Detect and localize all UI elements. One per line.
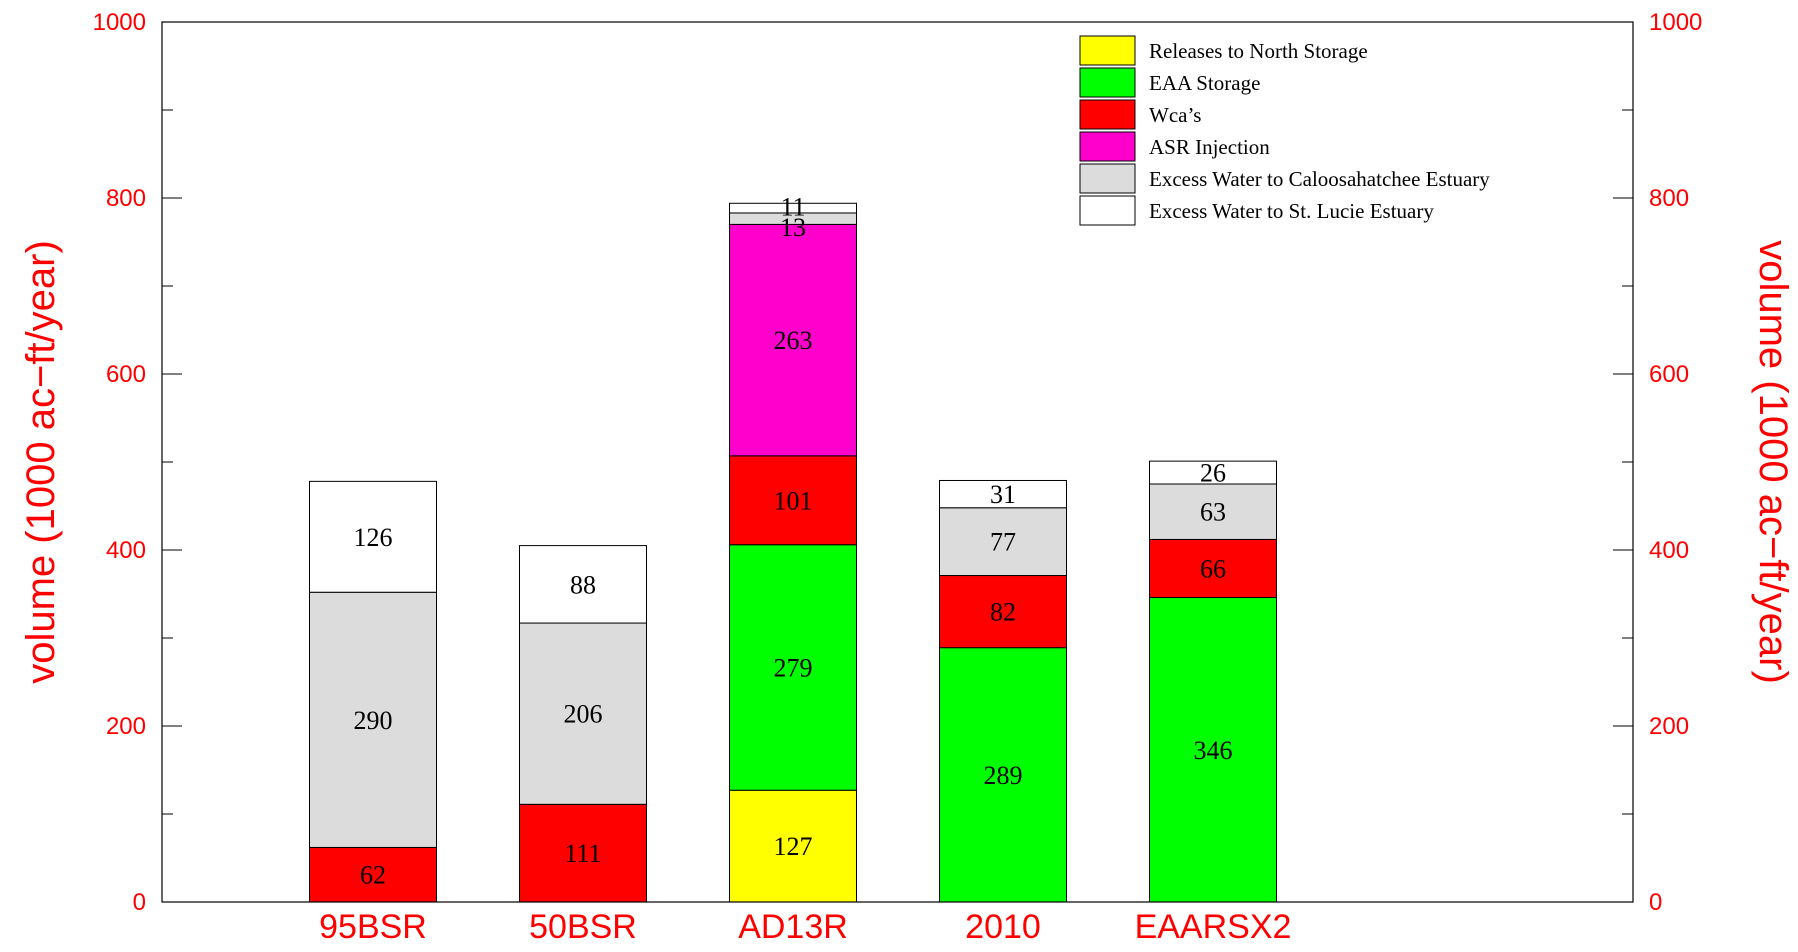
bar-segment-95BSR-4: [309, 591, 437, 848]
data-label-AD13R-5: 11: [780, 192, 805, 221]
bar-segment-95BSR-5: [309, 480, 437, 593]
data-label-AD13R-1: 279: [774, 653, 813, 682]
ticks-layer: [162, 21, 1633, 903]
data-label-2010-4: 77: [990, 528, 1016, 557]
bars-layer: [309, 202, 1277, 903]
y-tick-label-right: 800: [1649, 185, 1689, 212]
bar-segment-AD13R-1: [729, 544, 857, 791]
data-label-AD13R-0: 127: [774, 832, 813, 861]
bar-segment-EAARSX2-4: [1149, 483, 1277, 540]
data-label-95BSR-4: 290: [354, 706, 393, 735]
legend-swatch: [1079, 131, 1136, 162]
legend-label: Excess Water to Caloosahatchee Estuary: [1149, 167, 1490, 191]
data-label-EAARSX2-1: 346: [1194, 736, 1233, 765]
legend: Releases to North Storage EAA Storage Wca’…: [1079, 35, 1490, 226]
bar-segment-AD13R-5: [729, 202, 857, 214]
legend-label: ASR Injection: [1149, 135, 1270, 159]
y-tick-label-right: 200: [1649, 713, 1689, 740]
data-label-AD13R-4: 13: [780, 213, 806, 242]
legend-label: Wca’s: [1149, 103, 1201, 127]
y-tick-label-left: 1000: [93, 9, 146, 36]
data-label-2010-2: 82: [990, 598, 1016, 627]
data-label-2010-5: 31: [990, 480, 1016, 509]
bar-segment-EAARSX2-1: [1149, 597, 1277, 903]
bar-segment-50BSR-5: [519, 545, 647, 624]
data-label-50BSR-5: 88: [570, 570, 596, 599]
category-labels-layer: 95BSR 50BSR AD13R 2010 EAARSX2: [319, 908, 1291, 946]
category-label: 50BSR: [529, 908, 637, 946]
data-label-EAARSX2-2: 66: [1200, 554, 1226, 583]
data-label-2010-1: 289: [984, 761, 1023, 790]
category-label: AD13R: [738, 908, 848, 946]
tick-labels-layer: 0 0 200 200 400 400 600 600 800 800 1000 1000: [93, 9, 1703, 916]
data-label-AD13R-2: 101: [774, 486, 813, 515]
y-axis-title-left: volume (1000 ac−ft/year): [19, 240, 63, 684]
legend-swatch: [1079, 35, 1136, 66]
bar-segment-50BSR-4: [519, 622, 647, 805]
category-label: EAARSX2: [1135, 908, 1292, 946]
y-tick-label-right: 600: [1649, 361, 1689, 388]
y-tick-label-right: 0: [1649, 889, 1662, 916]
legend-label: Releases to North Storage: [1149, 39, 1368, 63]
y-tick-label-left: 600: [106, 361, 146, 388]
y-tick-label-left: 200: [106, 713, 146, 740]
legend-swatch: [1079, 163, 1136, 194]
bar-segment-EAARSX2-2: [1149, 538, 1277, 599]
y-tick-label-right: 400: [1649, 537, 1689, 564]
bar-segment-2010-4: [939, 507, 1067, 577]
data-label-95BSR-5: 126: [354, 523, 393, 552]
legend-swatch: [1079, 195, 1136, 226]
category-label: 95BSR: [319, 908, 427, 946]
bar-segment-50BSR-2: [519, 803, 647, 903]
legend-swatch: [1079, 67, 1136, 98]
y-tick-label-right: 1000: [1649, 9, 1702, 36]
category-label: 2010: [965, 908, 1041, 946]
legend-swatch: [1079, 99, 1136, 130]
bar-segment-2010-5: [939, 479, 1067, 509]
data-label-EAARSX2-5: 26: [1200, 459, 1226, 488]
y-tick-label-left: 400: [106, 537, 146, 564]
data-label-50BSR-4: 206: [564, 700, 603, 729]
bar-segment-EAARSX2-5: [1149, 460, 1277, 485]
data-label-95BSR-2: 62: [360, 861, 386, 890]
data-label-AD13R-3: 263: [774, 326, 813, 355]
data-label-50BSR-2: 111: [564, 839, 601, 868]
legend-label: Excess Water to St. Lucie Estuary: [1149, 199, 1434, 223]
y-tick-label-left: 800: [106, 185, 146, 212]
bar-segment-95BSR-2: [309, 846, 437, 903]
bar-segment-2010-2: [939, 575, 1067, 649]
legend-label: EAA Storage: [1149, 71, 1260, 95]
y-tick-label-left: 0: [133, 889, 146, 916]
y-axis-title-right: volume (1000 ac−ft/year): [1751, 240, 1795, 684]
bar-segment-AD13R-2: [729, 455, 857, 546]
bar-segment-AD13R-3: [729, 223, 857, 457]
data-label-EAARSX2-4: 63: [1200, 498, 1226, 527]
